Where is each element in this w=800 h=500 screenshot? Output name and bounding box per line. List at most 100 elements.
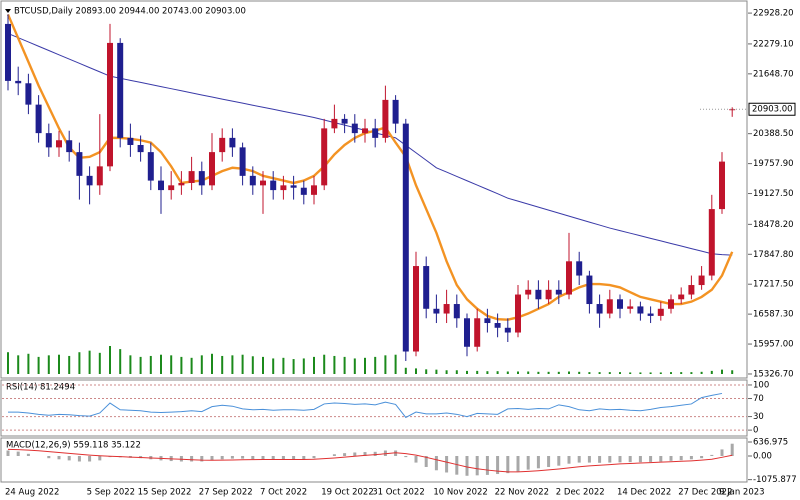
candle-body [86,175,93,186]
volume-bar [608,372,611,374]
x-tick-label: 22 Nov 2022 [495,488,549,498]
candle-body [423,266,430,309]
candle-body [464,318,470,347]
candle-body [678,294,685,300]
candle-body [158,180,164,191]
volume-bar [282,357,285,374]
candle-body [535,289,542,300]
macd-bar [557,456,561,466]
y-tick-label: 70 [753,394,764,404]
candle-body [66,140,73,153]
rsi-title: RSI(14) 81.2494 [6,383,75,393]
volume-bar [568,371,570,374]
candle-body [351,123,358,134]
x-tick-label: 9 Jan 2023 [719,488,765,498]
macd-bar [414,456,418,463]
x-tick-label: 2 Dec 2022 [556,488,605,498]
macd-bar [47,456,51,459]
macd-bar [587,456,591,463]
y-tick-label: -1075.877 [753,475,797,485]
macd-bar [679,456,683,461]
candle-body [249,175,256,186]
macd-bar [383,450,387,456]
macd-bar [649,456,653,462]
volume-bar [139,356,142,374]
volume-bar [302,358,305,374]
candle-body [45,133,52,148]
volume-bar [221,355,224,374]
macd-bar [373,451,377,456]
candle-body [586,275,593,305]
y-tick-label: 19127.50 [753,189,794,199]
volume-bar [547,371,550,374]
rsi-line [8,392,723,419]
candle-body [127,137,134,145]
macd-bar [485,456,489,475]
macd-bar [200,456,204,462]
macd-bar [57,456,61,460]
candle-body [5,23,11,81]
menu-arrow [5,9,11,13]
candle-body [117,42,124,138]
candle-body [270,180,277,191]
volume-bar [598,372,601,374]
volume-bar [710,370,713,374]
volume-bar [517,371,519,374]
candle-body [188,171,195,183]
volume-bar [578,371,581,374]
volume-bar [384,355,387,374]
x-tick-label: 24 Aug 2022 [5,488,59,498]
macd-bar [88,456,92,462]
candle-body [382,99,389,138]
y-tick-label: 16587.30 [753,310,794,320]
candle-body [280,185,287,191]
y-tick-label: 30 [753,412,764,422]
volume-bar [649,372,652,374]
macd-panel [0,437,748,483]
candle-body [688,285,695,295]
volume-bar [262,356,264,374]
macd-bar [720,449,724,456]
macd-bar [669,456,673,461]
macd-bar [26,453,30,456]
macd-bar [608,456,612,463]
candle-body [525,289,532,295]
y-tick-label: 22279.10 [753,39,794,49]
y-tick-label: 17847.80 [753,250,794,260]
macd-bar [638,456,642,463]
candle-body [617,299,623,309]
candle-body [484,318,491,324]
last-price-label: 20903.00 [752,105,793,115]
macd-bar [496,456,500,475]
macd-bar [475,456,479,476]
macd-bar [628,456,632,463]
macd-bar [730,443,734,456]
candle-body [25,83,32,105]
candle-body [392,99,399,124]
candle-body [290,185,297,188]
candle-body [504,327,511,333]
volume-bar [619,372,621,374]
candle-body [729,109,736,111]
candle-body [627,306,634,309]
volume-bar [292,359,295,374]
volume-bar [629,372,632,374]
volume-bar [313,356,315,374]
volume-bar [333,355,336,374]
volume-bar [119,349,122,374]
candle-body [362,128,368,134]
volume-bar [445,370,448,374]
volume-bar [78,352,81,374]
candle-body [260,180,266,186]
candle-body [331,118,338,129]
macd-bar [394,450,398,456]
macd-bar [710,454,714,456]
x-tick-label: 27 Dec 2022 [678,488,732,498]
y-tick-label: 15326.70 [753,369,794,379]
macd-bar [424,456,428,467]
candle-body [576,261,583,276]
candle-body [668,299,674,309]
rsi-panel [0,379,748,437]
